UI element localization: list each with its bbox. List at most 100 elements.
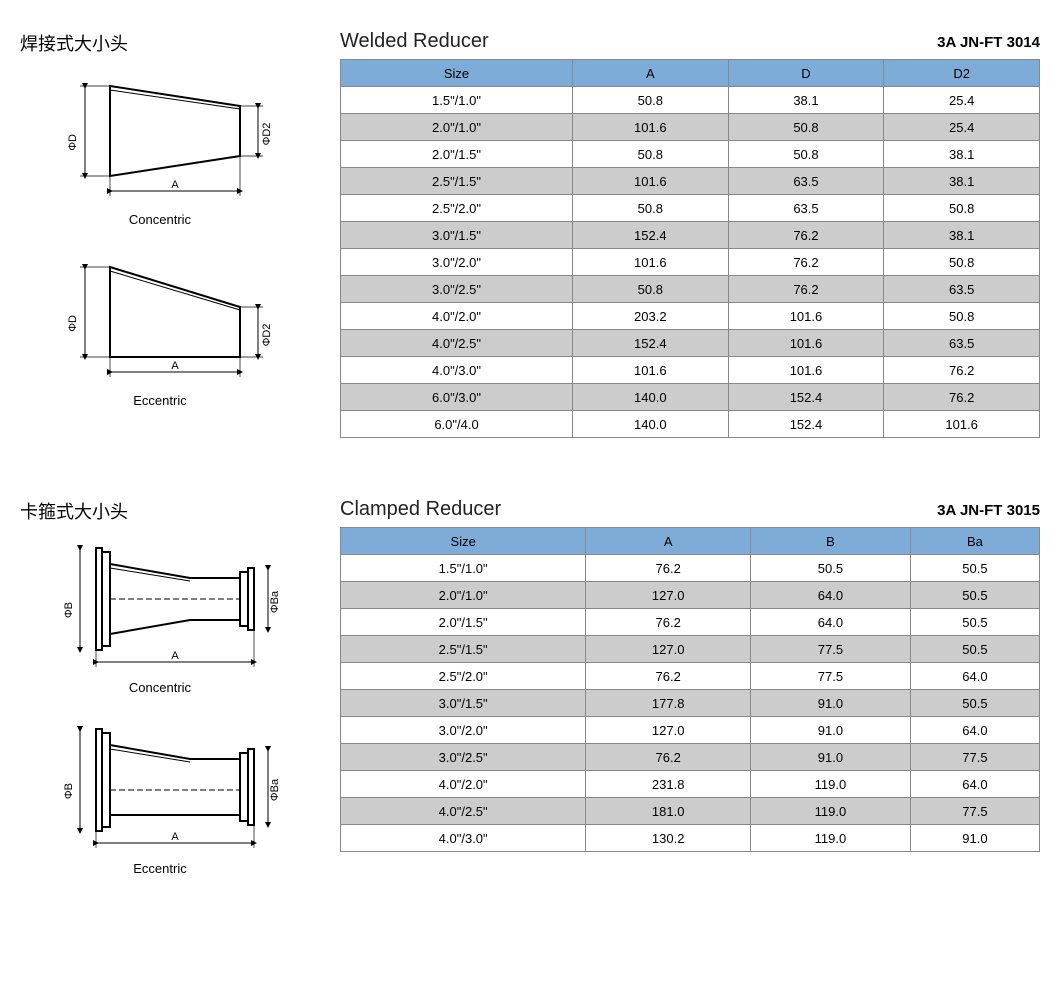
table-cell: 1.5"/1.0" bbox=[341, 555, 586, 582]
table-cell: 77.5 bbox=[750, 663, 910, 690]
table-cell: 76.2 bbox=[586, 609, 751, 636]
svg-text:ΦBa: ΦBa bbox=[269, 590, 280, 613]
table-row: 3.0"/2.5"50.876.263.5 bbox=[341, 276, 1040, 303]
table-cell: 76.2 bbox=[884, 357, 1040, 384]
svg-text:ΦBa: ΦBa bbox=[269, 778, 280, 801]
table-cell: 4.0"/2.5" bbox=[341, 798, 586, 825]
table-cell: 77.5 bbox=[910, 744, 1039, 771]
table-cell: 76.2 bbox=[728, 249, 884, 276]
table-cell: 50.8 bbox=[573, 276, 729, 303]
svg-text:ΦB: ΦB bbox=[63, 602, 75, 618]
table-row: 4.0"/2.5"152.4101.663.5 bbox=[341, 330, 1040, 357]
table-cell: 119.0 bbox=[750, 771, 910, 798]
table-cell: 2.0"/1.5" bbox=[341, 141, 573, 168]
table-cell: 101.6 bbox=[573, 168, 729, 195]
table-cell: 6.0"/3.0" bbox=[341, 384, 573, 411]
table-cell: 50.8 bbox=[884, 195, 1040, 222]
table-cell: 91.0 bbox=[750, 717, 910, 744]
table-row: 2.5"/2.0"50.863.550.8 bbox=[341, 195, 1040, 222]
column-header: D2 bbox=[884, 60, 1040, 87]
table-cell: 101.6 bbox=[728, 303, 884, 330]
english-title: Welded Reducer bbox=[340, 30, 489, 53]
table-row: 2.0"/1.0"101.650.825.4 bbox=[341, 114, 1040, 141]
table-cell: 50.5 bbox=[910, 609, 1039, 636]
table-cell: 177.8 bbox=[586, 690, 751, 717]
column-header: D bbox=[728, 60, 884, 87]
table-cell: 64.0 bbox=[910, 663, 1039, 690]
table-row: 2.0"/1.5"76.264.050.5 bbox=[341, 609, 1040, 636]
section-welded-reducer: 焊接式大小头 ΦD ΦD2 bbox=[20, 30, 1040, 438]
table-cell: 1.5"/1.0" bbox=[341, 87, 573, 114]
table-cell: 50.5 bbox=[910, 555, 1039, 582]
diagram-column: 卡箍式大小头 ΦB ΦBa A bbox=[20, 498, 300, 896]
column-header: Ba bbox=[910, 528, 1039, 555]
table-cell: 38.1 bbox=[884, 222, 1040, 249]
chinese-title: 焊接式大小头 bbox=[20, 30, 300, 56]
table-cell: 2.0"/1.5" bbox=[341, 609, 586, 636]
table-cell: 2.5"/2.0" bbox=[341, 195, 573, 222]
eccentric-clamped-svg: ΦB ΦBa A bbox=[40, 715, 280, 855]
table-cell: 4.0"/2.5" bbox=[341, 330, 573, 357]
table-cell: 50.8 bbox=[884, 303, 1040, 330]
diagram-caption: Eccentric bbox=[20, 861, 300, 876]
table-cell: 2.0"/1.0" bbox=[341, 582, 586, 609]
table-row: 3.0"/1.5"177.891.050.5 bbox=[341, 690, 1040, 717]
table-cell: 91.0 bbox=[750, 744, 910, 771]
table-cell: 38.1 bbox=[884, 141, 1040, 168]
table-cell: 50.8 bbox=[573, 141, 729, 168]
table-cell: 3.0"/2.5" bbox=[341, 744, 586, 771]
table-cell: 38.1 bbox=[728, 87, 884, 114]
table-column: Clamped Reducer 3A JN-FT 3015 SizeABBa 1… bbox=[340, 498, 1040, 896]
concentric-clamped-svg: ΦB ΦBa A bbox=[40, 534, 280, 674]
svg-text:ΦD: ΦD bbox=[67, 315, 79, 332]
concentric-welded-svg: ΦD ΦD2 A bbox=[40, 66, 280, 206]
table-cell: 3.0"/1.5" bbox=[341, 690, 586, 717]
diagram-caption: Concentric bbox=[20, 212, 300, 227]
table-row: 4.0"/2.0"231.8119.064.0 bbox=[341, 771, 1040, 798]
table-cell: 119.0 bbox=[750, 825, 910, 852]
table-cell: 152.4 bbox=[573, 330, 729, 357]
table-row: 1.5"/1.0"76.250.550.5 bbox=[341, 555, 1040, 582]
table-cell: 152.4 bbox=[728, 411, 884, 438]
table-cell: 101.6 bbox=[573, 114, 729, 141]
spec-table-welded: SizeADD2 1.5"/1.0"50.838.125.42.0"/1.0"1… bbox=[340, 59, 1040, 438]
table-cell: 91.0 bbox=[910, 825, 1039, 852]
table-cell: 76.2 bbox=[728, 276, 884, 303]
svg-text:A: A bbox=[171, 179, 179, 191]
table-cell: 64.0 bbox=[910, 771, 1039, 798]
table-cell: 2.5"/1.5" bbox=[341, 636, 586, 663]
column-header: Size bbox=[341, 60, 573, 87]
table-row: 2.0"/1.0"127.064.050.5 bbox=[341, 582, 1040, 609]
table-cell: 6.0"/4.0 bbox=[341, 411, 573, 438]
table-cell: 64.0 bbox=[750, 582, 910, 609]
table-cell: 50.8 bbox=[728, 141, 884, 168]
table-cell: 77.5 bbox=[910, 798, 1039, 825]
table-cell: 181.0 bbox=[586, 798, 751, 825]
table-row: 2.5"/1.5"127.077.550.5 bbox=[341, 636, 1040, 663]
diagram-caption: Concentric bbox=[20, 680, 300, 695]
table-cell: 25.4 bbox=[884, 87, 1040, 114]
diagram-concentric: ΦB ΦBa A Concentric bbox=[20, 534, 300, 695]
table-cell: 50.5 bbox=[750, 555, 910, 582]
table-cell: 2.5"/1.5" bbox=[341, 168, 573, 195]
table-row: 6.0"/3.0"140.0152.476.2 bbox=[341, 384, 1040, 411]
table-row: 2.5"/2.0"76.277.564.0 bbox=[341, 663, 1040, 690]
svg-text:ΦD: ΦD bbox=[67, 134, 79, 151]
diagram-eccentric: ΦB ΦBa A Eccentric bbox=[20, 715, 300, 876]
table-cell: 50.8 bbox=[728, 114, 884, 141]
table-cell: 127.0 bbox=[586, 636, 751, 663]
table-row: 1.5"/1.0"50.838.125.4 bbox=[341, 87, 1040, 114]
table-cell: 50.5 bbox=[910, 636, 1039, 663]
table-cell: 101.6 bbox=[573, 249, 729, 276]
product-code: 3A JN-FT 3015 bbox=[937, 502, 1040, 519]
table-cell: 140.0 bbox=[573, 384, 729, 411]
chinese-title: 卡箍式大小头 bbox=[20, 498, 300, 524]
table-cell: 50.5 bbox=[910, 582, 1039, 609]
table-cell: 101.6 bbox=[728, 357, 884, 384]
table-cell: 64.0 bbox=[910, 717, 1039, 744]
table-cell: 3.0"/2.0" bbox=[341, 717, 586, 744]
product-code: 3A JN-FT 3014 bbox=[937, 34, 1040, 51]
eccentric-welded-svg: ΦD ΦD2 A bbox=[40, 247, 280, 387]
section-clamped-reducer: 卡箍式大小头 ΦB ΦBa A bbox=[20, 498, 1040, 896]
table-row: 4.0"/2.5"181.0119.077.5 bbox=[341, 798, 1040, 825]
